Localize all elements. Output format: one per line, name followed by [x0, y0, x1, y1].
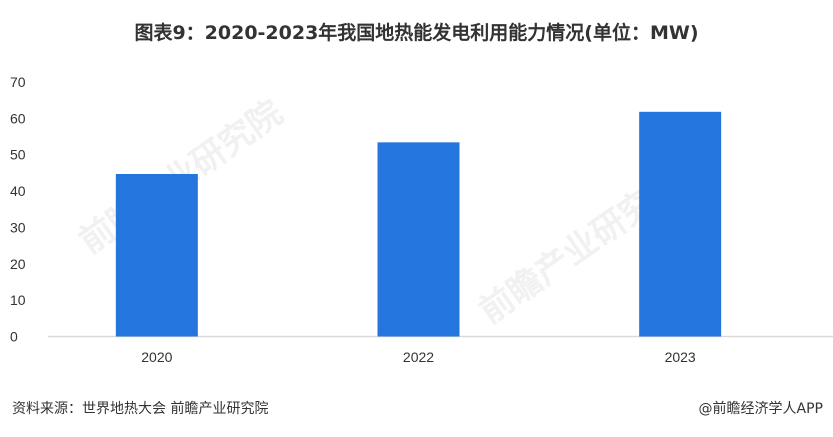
y-tick-label: 20: [10, 256, 26, 272]
y-tick-label: 30: [10, 219, 26, 235]
bar-chart: 0 10 20 30 40 50 60 70 2020 2022 2023: [10, 74, 833, 365]
chart-title: 图表9：2020-2023年我国地热能发电利用能力情况(单位：MW): [134, 22, 699, 44]
bar-2020: [115, 173, 198, 337]
y-tick-label: 70: [10, 74, 26, 90]
bar-2023: [639, 111, 722, 337]
source-note: 资料来源：世界地热大会 前瞻产业研究院: [12, 401, 269, 417]
y-tick-label: 40: [10, 183, 26, 199]
bar-2022: [377, 142, 460, 337]
x-tick-label: 2023: [665, 349, 696, 365]
brand-label: @前瞻经济学人APP: [698, 401, 823, 417]
x-tick-label: 2022: [403, 349, 434, 365]
x-tick-label: 2020: [141, 349, 172, 365]
y-tick-label: 60: [10, 110, 26, 126]
y-tick-label: 10: [10, 292, 26, 308]
y-tick-label: 0: [10, 329, 18, 345]
y-tick-label: 50: [10, 147, 26, 163]
